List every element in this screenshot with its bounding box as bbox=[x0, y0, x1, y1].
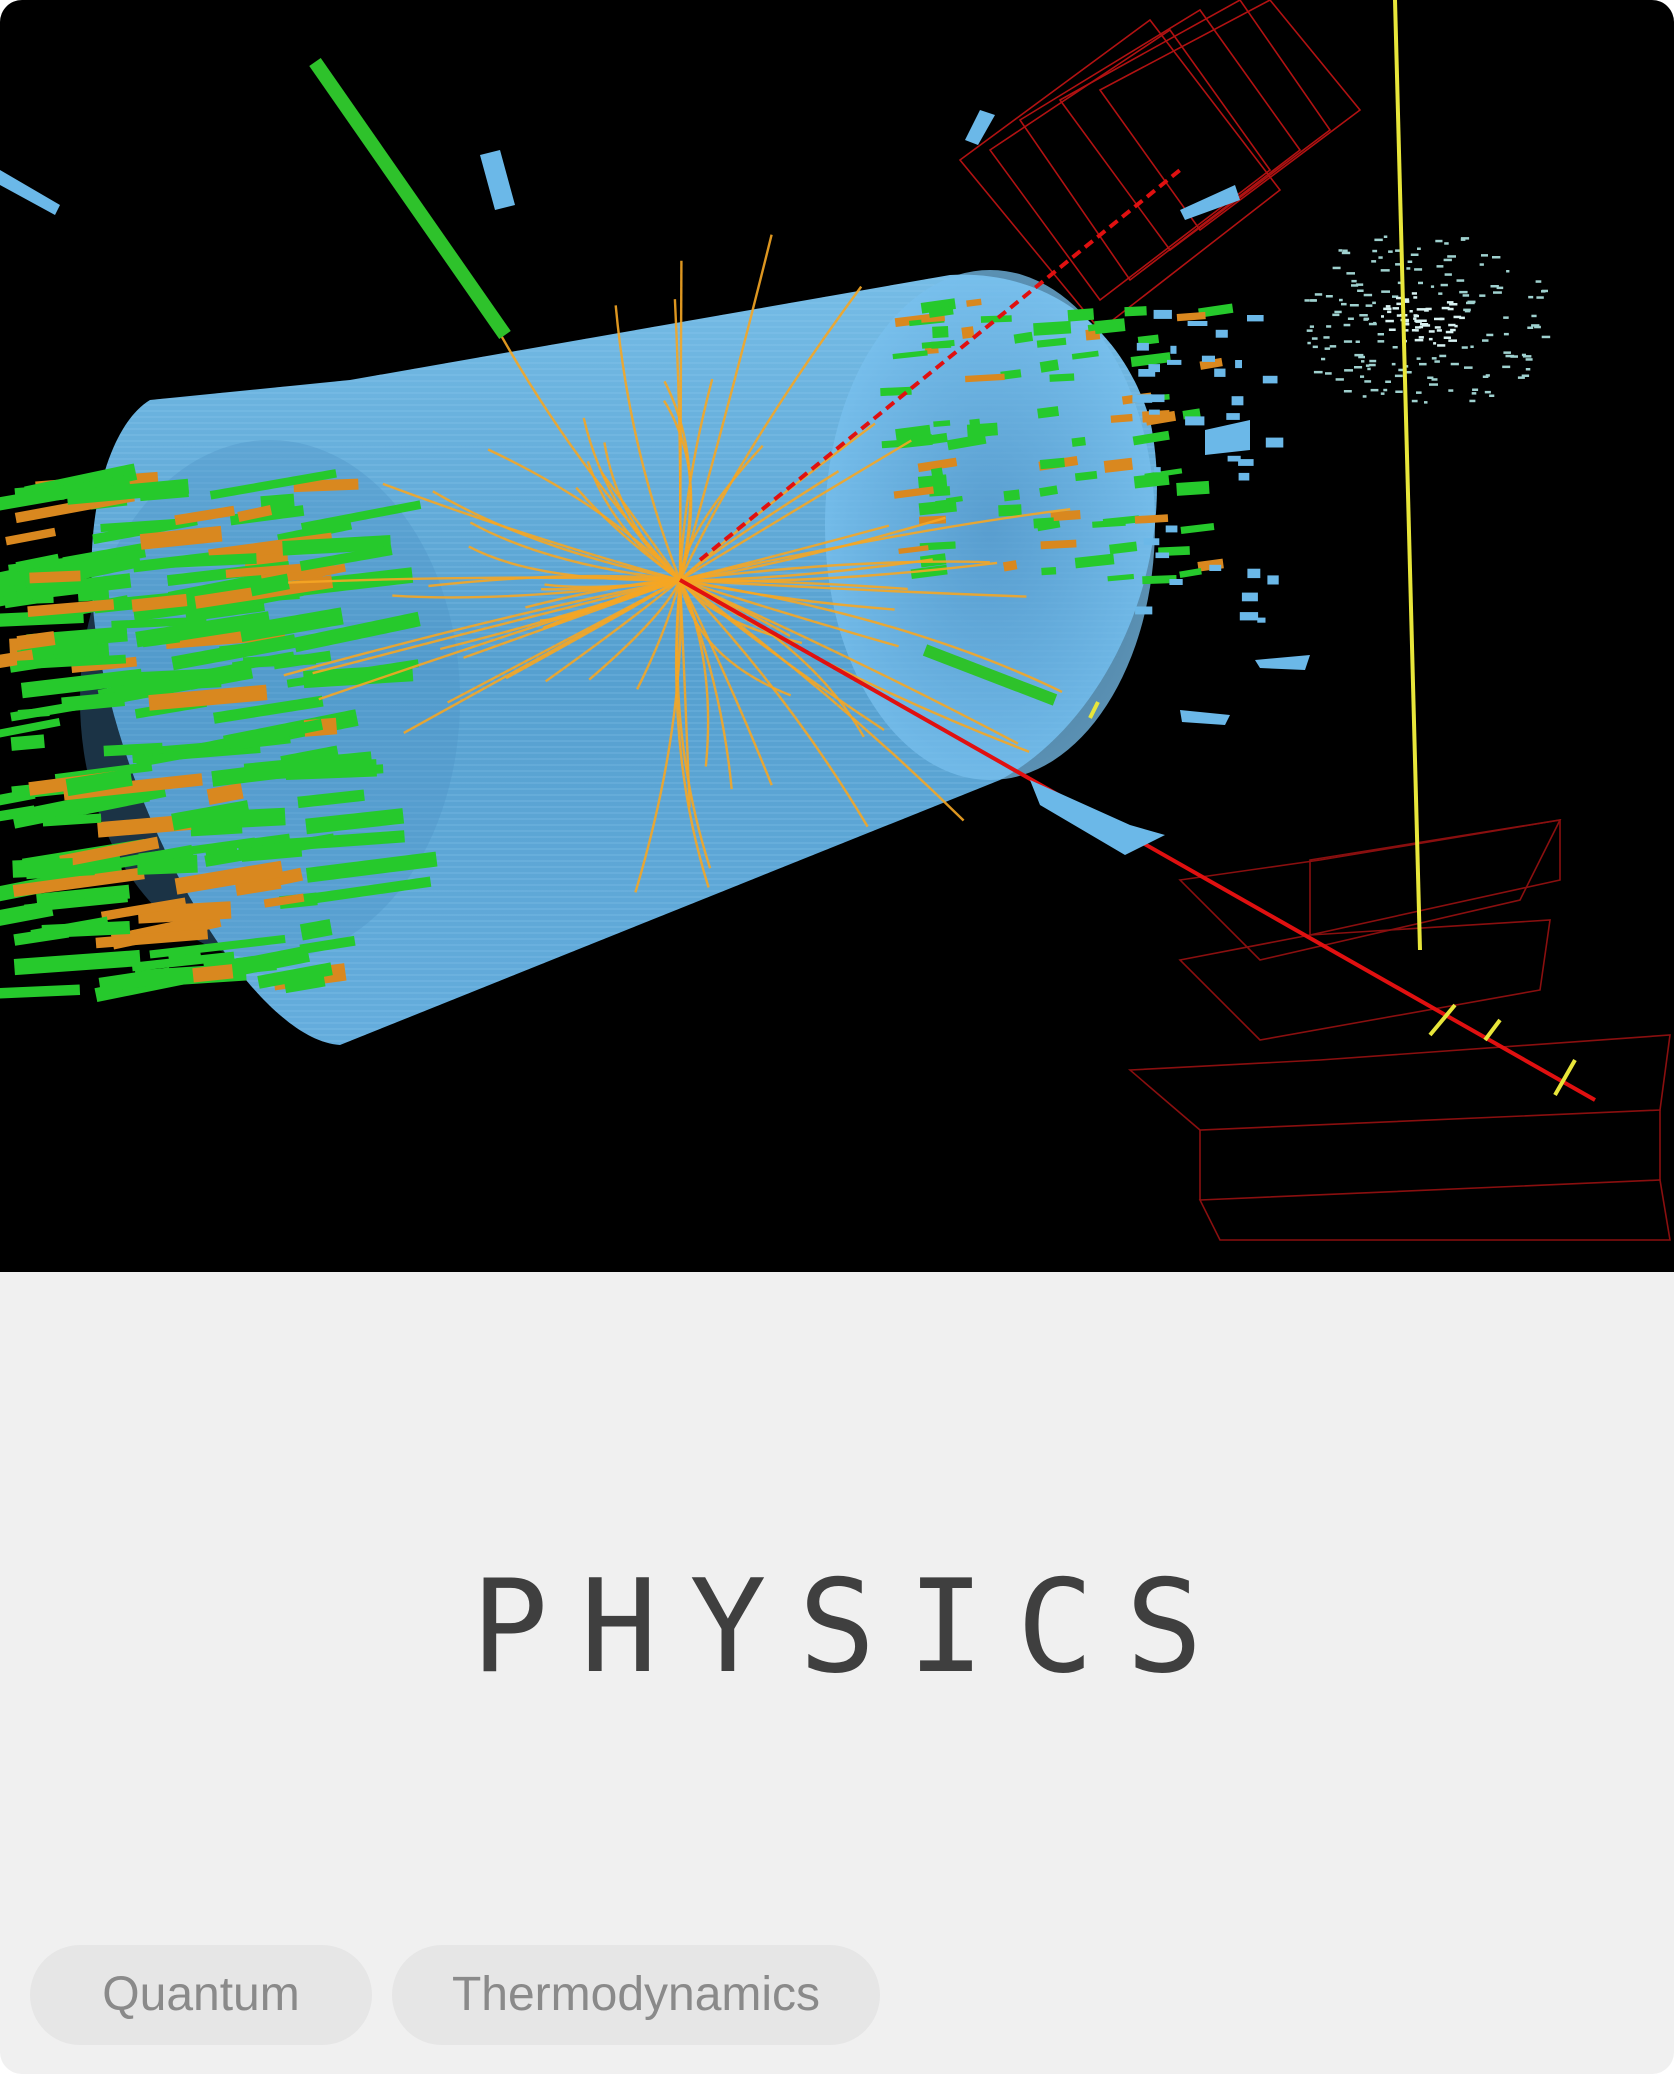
card-title: PHYSICS bbox=[471, 1553, 1235, 1702]
tag-list: Quantum Thermodynamics bbox=[30, 1945, 880, 2045]
detector-cells bbox=[0, 110, 1310, 855]
jet-bar bbox=[309, 58, 511, 339]
tag-quantum[interactable]: Quantum bbox=[30, 1945, 372, 2045]
muon-chambers bbox=[958, 0, 1671, 1241]
collision-event-image bbox=[0, 0, 1674, 1272]
yellow-hits bbox=[1088, 0, 1577, 1096]
calorimeter-deposits bbox=[0, 298, 1284, 1003]
energy-cluster bbox=[1304, 235, 1551, 404]
jet-bar bbox=[922, 644, 1058, 706]
particle-tracks bbox=[283, 234, 1071, 893]
tag-thermodynamics[interactable]: Thermodynamics bbox=[392, 1945, 880, 2045]
event-display-graphic bbox=[0, 0, 1671, 1241]
